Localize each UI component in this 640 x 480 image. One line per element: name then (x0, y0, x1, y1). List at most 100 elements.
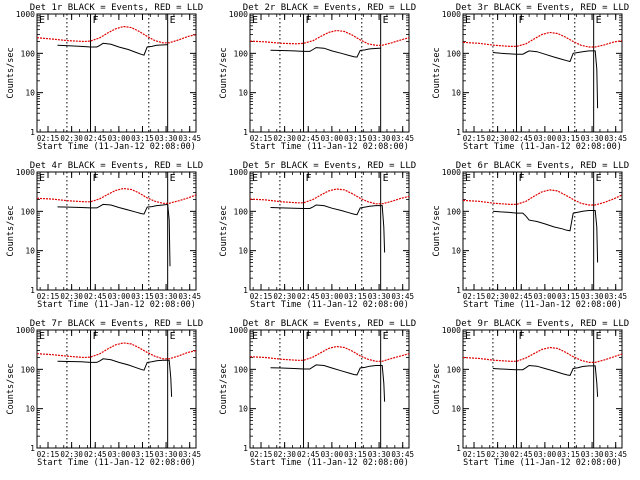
x-tick-label: 02:45 (84, 450, 107, 459)
interval-label: E (383, 15, 389, 26)
x-tick-label: 03:15 (557, 450, 580, 459)
x-tick-label: 02:45 (297, 292, 320, 301)
x-tick-label: 03:45 (178, 134, 201, 143)
x-tick-label: 02:15 (463, 134, 486, 143)
interval-label: F (93, 331, 99, 342)
x-tick-label: 03:15 (131, 292, 154, 301)
x-tick-label: 02:45 (297, 134, 320, 143)
axes-frame (249, 13, 410, 133)
x-axis-label: Start Time (11-Jan-12 02:08:00) (37, 142, 196, 152)
interval-label: E (465, 15, 471, 26)
x-tick-label: 02:30 (273, 292, 296, 301)
panel-title: Det 1r BLACK = Events, RED = LLD (30, 3, 203, 13)
x-tick-label: 03:30 (581, 292, 604, 301)
y-tick-label: 100 (447, 365, 462, 374)
x-tick-label: 03:45 (391, 292, 414, 301)
interval-label: E (170, 15, 176, 26)
y-tick-label: 100 (447, 207, 462, 216)
interval-label: F (519, 15, 525, 26)
x-tick-label: 02:15 (250, 292, 273, 301)
interval-label: E (170, 173, 176, 184)
x-axis-label: Start Time (11-Jan-12 02:08:00) (250, 142, 409, 152)
x-tick-label: 02:45 (84, 292, 107, 301)
x-tick-label: 02:30 (486, 134, 509, 143)
x-tick-label: 03:45 (391, 450, 414, 459)
x-tick-label: 02:30 (60, 292, 83, 301)
x-axis-label: Start Time (11-Jan-12 02:08:00) (250, 300, 409, 310)
x-tick-label: 02:30 (486, 292, 509, 301)
panel-det-2r: Det 2r BLACK = Events, RED = LLD 1 10 100 10… (219, 3, 416, 152)
panel-title: Det 2r BLACK = Events, RED = LLD (243, 3, 416, 13)
x-tick-label: 03:45 (178, 292, 201, 301)
y-tick-label: 10 (451, 405, 461, 414)
y-tick-label: 1 (243, 444, 248, 453)
interval-label: F (306, 15, 312, 26)
x-tick-label: 03:45 (604, 450, 627, 459)
x-tick-label: 02:15 (37, 134, 60, 143)
x-axis-label: Start Time (11-Jan-12 02:08:00) (37, 458, 196, 468)
y-tick-label: 10 (451, 247, 461, 256)
x-tick-label: 03:00 (534, 450, 557, 459)
y-tick-label: 100 (234, 365, 249, 374)
axes-frame (462, 329, 623, 449)
y-tick-label: 100 (234, 207, 249, 216)
y-axis-label: Counts/sec (219, 47, 229, 98)
x-tick-label: 03:00 (321, 292, 344, 301)
x-tick-label: 02:30 (273, 450, 296, 459)
x-tick-label: 03:30 (581, 450, 604, 459)
x-tick-label: 02:15 (37, 450, 60, 459)
y-tick-label: 1000 (16, 10, 35, 19)
interval-label: E (170, 331, 176, 342)
x-tick-label: 02:15 (250, 450, 273, 459)
x-tick-label: 03:00 (108, 450, 131, 459)
interval-label: F (519, 331, 525, 342)
x-tick-label: 03:30 (368, 134, 391, 143)
y-axis-label: Counts/sec (219, 363, 229, 414)
events-series-line (270, 204, 386, 253)
y-tick-label: 1 (456, 128, 461, 137)
lld-series-line (36, 342, 197, 360)
interval-label: F (93, 15, 99, 26)
x-tick-label: 03:30 (368, 292, 391, 301)
x-tick-label: 03:30 (155, 134, 178, 143)
events-series-line (57, 42, 168, 56)
y-tick-label: 10 (238, 89, 248, 98)
y-tick-label: 10 (238, 247, 248, 256)
x-tick-label: 03:00 (321, 134, 344, 143)
x-tick-label: 02:30 (60, 134, 83, 143)
y-axis-label: Counts/sec (6, 47, 16, 98)
y-tick-label: 1 (243, 286, 248, 295)
y-axis-label: Counts/sec (6, 205, 16, 256)
y-axis-label: Counts/sec (432, 363, 442, 414)
x-tick-label: 03:00 (534, 134, 557, 143)
x-axis-label: Start Time (11-Jan-12 02:08:00) (463, 458, 622, 468)
interval-label: E (252, 331, 258, 342)
x-tick-label: 02:30 (273, 134, 296, 143)
interval-label: E (596, 173, 602, 184)
x-tick-label: 03:30 (155, 292, 178, 301)
events-series-line (270, 47, 381, 58)
events-series-line (492, 364, 599, 397)
x-tick-label: 03:15 (131, 450, 154, 459)
x-tick-label: 03:15 (344, 292, 367, 301)
y-tick-label: 1 (30, 286, 35, 295)
x-tick-label: 02:45 (510, 292, 533, 301)
interval-label: E (252, 173, 258, 184)
y-tick-label: 1 (243, 128, 248, 137)
panel-title: Det 4r BLACK = Events, RED = LLD (30, 161, 203, 171)
y-tick-label: 10 (25, 89, 35, 98)
y-tick-label: 1000 (442, 168, 461, 177)
interval-label: E (39, 331, 45, 342)
panel-det-3r: Det 3r BLACK = Events, RED = LLD 1 10 100 10… (432, 3, 629, 152)
events-series-line (270, 364, 386, 402)
x-tick-label: 03:15 (131, 134, 154, 143)
y-tick-label: 1000 (442, 326, 461, 335)
x-tick-label: 02:15 (463, 292, 486, 301)
lld-series-line (249, 188, 410, 205)
x-tick-label: 03:15 (557, 292, 580, 301)
x-axis-label: Start Time (11-Jan-12 02:08:00) (463, 142, 622, 152)
y-tick-label: 100 (234, 49, 249, 58)
panel-title: Det 6r BLACK = Events, RED = LLD (456, 161, 629, 171)
x-axis-label: Start Time (11-Jan-12 02:08:00) (250, 458, 409, 468)
